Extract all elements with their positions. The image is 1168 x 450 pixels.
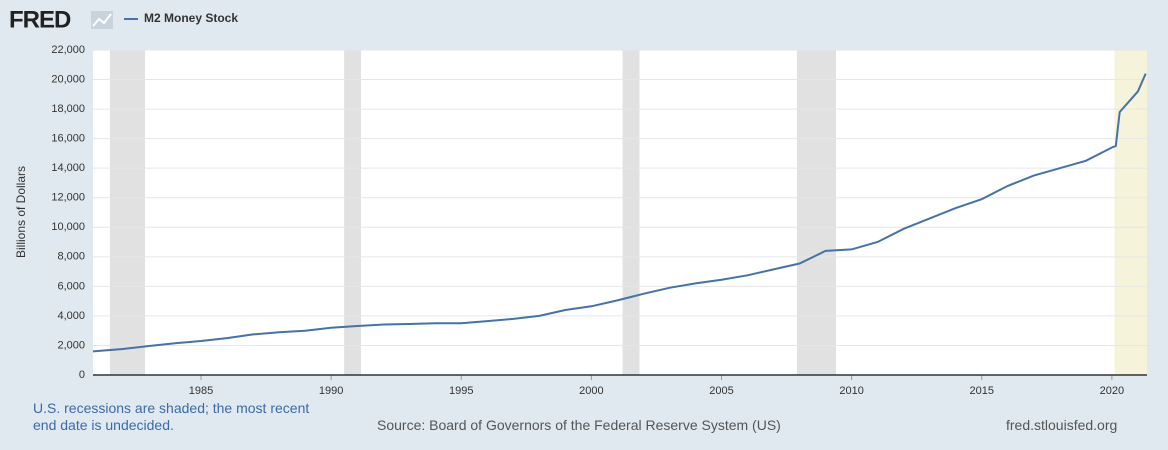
x-tick-label: 2015 — [970, 385, 994, 397]
site: fred.stlouisfed.org — [1006, 417, 1118, 433]
y-tick-label: 22,000 — [51, 44, 85, 56]
recession-band — [622, 50, 640, 375]
y-tick-label: 2,000 — [57, 339, 85, 351]
y-tick-label: 14,000 — [51, 162, 85, 174]
y-tick-label: 8,000 — [57, 251, 85, 263]
x-tick-label: 2000 — [579, 385, 603, 397]
legend-label: M2 Money Stock — [144, 11, 238, 25]
plot-area — [93, 50, 1147, 375]
x-tick-label: 1985 — [189, 385, 213, 397]
y-tick-label: 12,000 — [51, 192, 85, 204]
y-tick-label: 10,000 — [51, 221, 85, 233]
y-tick-label: 16,000 — [51, 133, 85, 145]
logo-icon — [91, 11, 113, 29]
recession-band — [796, 50, 837, 375]
recession-band — [1114, 50, 1147, 375]
source: Source: Board of Governors of the Federa… — [377, 417, 781, 433]
y-tick-label: 20,000 — [51, 73, 85, 85]
logo: FRED — [9, 6, 71, 33]
x-tick-label: 1995 — [449, 385, 473, 397]
y-tick-label: 18,000 — [51, 103, 85, 115]
x-tick-label: 2005 — [709, 385, 733, 397]
data-line — [92, 73, 1147, 353]
recession-band — [109, 50, 146, 375]
x-tick-label: 2020 — [1100, 385, 1124, 397]
y-tick-label: 0 — [79, 369, 85, 381]
y-tick-label: 4,000 — [57, 310, 85, 322]
note: U.S. recessions are shaded; the most rec… — [33, 400, 310, 433]
recession-band — [344, 50, 362, 375]
y-axis-label: Billions of Dollars — [14, 166, 28, 258]
y-tick-label: 6,000 — [57, 280, 85, 292]
x-tick-label: 2010 — [839, 385, 863, 397]
x-tick-label: 1990 — [319, 385, 343, 397]
